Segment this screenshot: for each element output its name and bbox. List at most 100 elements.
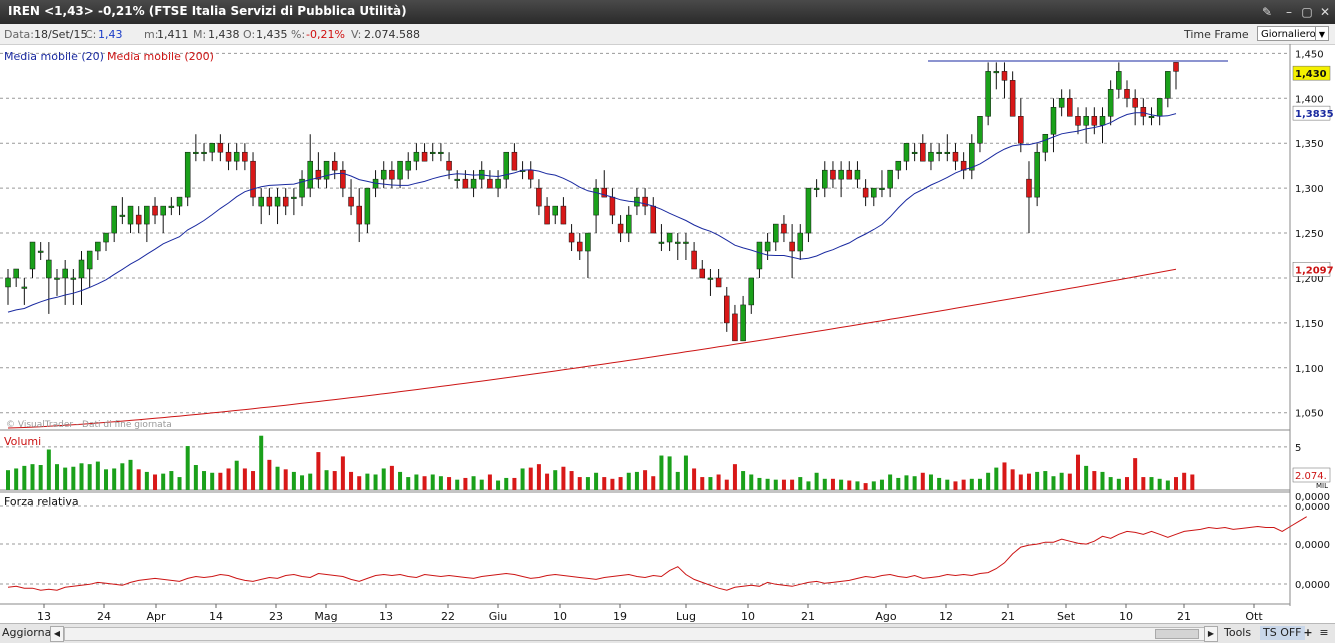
volume-bar: [781, 479, 786, 490]
volume-bar: [912, 476, 917, 490]
minimize-icon[interactable]: –: [1286, 5, 1292, 19]
candle-body: [462, 178, 469, 189]
volume-bar: [602, 477, 607, 490]
volume-bar: [757, 477, 762, 490]
volume-bar: [953, 481, 958, 490]
candle-body: [756, 241, 763, 270]
candle-body: [299, 178, 305, 198]
volume-bar: [569, 471, 574, 490]
volume-bar: [471, 476, 476, 490]
volume-bar: [381, 468, 386, 490]
volume-bar: [291, 471, 296, 490]
candle-body: [291, 196, 297, 199]
candle-body: [879, 187, 885, 190]
volume-bar: [95, 461, 100, 490]
volume-bar: [724, 479, 729, 490]
candle-body: [1042, 133, 1049, 153]
volume-bar: [659, 455, 664, 490]
price-tick-label: 1,100: [1295, 364, 1324, 375]
volume-bar: [830, 478, 835, 490]
scroll-right-arrow-icon[interactable]: ▶: [1204, 626, 1218, 642]
candle-body: [438, 151, 444, 154]
candle-body: [13, 268, 19, 279]
volume-bar: [577, 477, 582, 490]
candle-body: [144, 205, 150, 225]
time-scrollbar[interactable]: [64, 627, 1206, 641]
volume-bar: [536, 464, 541, 490]
candle-body: [576, 241, 583, 252]
candle-body: [977, 116, 983, 144]
scroll-left-arrow-icon[interactable]: ◀: [50, 626, 64, 642]
candle-body: [1018, 116, 1024, 144]
candle-body: [993, 71, 1000, 74]
volume-bar: [14, 468, 19, 490]
candle-body: [871, 187, 877, 198]
candle-body: [846, 169, 853, 180]
candle-body: [21, 286, 28, 289]
legend-ma20: Media mobile (20): [4, 50, 104, 63]
volume-bar: [1124, 477, 1129, 490]
candle-body: [675, 241, 681, 244]
candle-body: [511, 151, 518, 171]
candle-body: [527, 169, 534, 180]
volume-bar: [969, 478, 974, 490]
volume-bar: [790, 479, 795, 490]
candle-body: [593, 187, 599, 216]
candle-body: [46, 259, 52, 279]
chart-canvas[interactable]: 1,450 1,400 1,350 1,300 1,250 1,200 1,150 1,100…: [0, 44, 1335, 623]
timeframe-select[interactable]: Giornaliero ▼: [1257, 26, 1329, 41]
volume-bar: [765, 478, 770, 490]
date-value: 18/Set/15: [34, 28, 88, 41]
volume-bar: [1190, 474, 1195, 490]
x-tick-label: 10: [553, 610, 567, 623]
volume-bar: [1084, 465, 1089, 490]
volume-bar: [741, 471, 746, 490]
x-tick-label: Set: [1057, 610, 1076, 623]
candle-body: [797, 232, 804, 252]
price-tick-label: 1,250: [1295, 229, 1324, 240]
candle-body: [903, 142, 910, 162]
ma200-line: [7, 268, 1177, 429]
candle-body: [340, 169, 346, 189]
volume-bar: [1010, 469, 1015, 490]
candle-body: [356, 205, 362, 225]
add-button[interactable]: +: [1303, 626, 1313, 639]
refresh-button[interactable]: Aggiorna: [2, 626, 52, 639]
volume-bar: [1059, 472, 1064, 490]
volume-bar: [806, 481, 811, 490]
candle-body: [1099, 116, 1106, 126]
candle-body: [225, 151, 232, 162]
candle-body: [928, 151, 934, 162]
volume-bar: [234, 460, 239, 490]
close-icon[interactable]: ✕: [1319, 5, 1331, 19]
candle-body: [405, 160, 411, 171]
candle-body: [609, 196, 616, 216]
volume-bar: [945, 479, 950, 490]
candle-body: [1083, 116, 1089, 126]
candle-body: [242, 151, 248, 162]
ts-off-button[interactable]: TS OFF: [1260, 626, 1305, 640]
volume-bar: [1067, 473, 1072, 490]
volume-bar: [128, 459, 133, 490]
candle-body: [969, 142, 975, 171]
volume-bar: [520, 468, 525, 490]
volume-bar: [1165, 480, 1170, 490]
candle-body: [331, 160, 338, 171]
x-tick-label: Giu: [489, 610, 508, 623]
scroll-thumb[interactable]: [1155, 629, 1199, 639]
volume-bar: [242, 468, 247, 490]
tools-button[interactable]: Tools: [1224, 626, 1252, 639]
pencil-icon[interactable]: ✎: [1261, 5, 1273, 19]
moving-averages: [7, 60, 1228, 429]
volume-bar: [994, 467, 999, 490]
candle-body: [119, 214, 126, 217]
x-tick-label: 21: [801, 610, 815, 623]
menu-icon[interactable]: ≡: [1319, 626, 1329, 639]
candle-body: [862, 187, 869, 198]
volume-label: V:: [351, 28, 362, 41]
candles: [5, 62, 1179, 342]
candle-body: [650, 205, 657, 234]
maximize-icon[interactable]: ▢: [1301, 5, 1313, 19]
candle-body: [666, 232, 673, 243]
volume-bar: [626, 472, 631, 490]
